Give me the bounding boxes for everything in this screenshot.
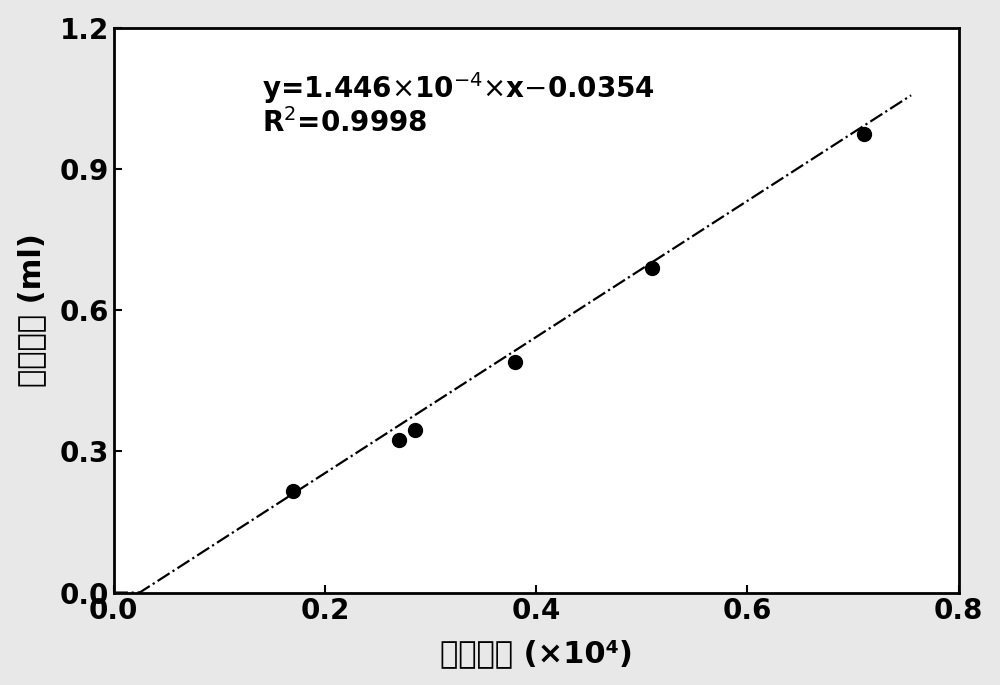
Point <box>391 434 407 445</box>
Point <box>507 356 523 367</box>
X-axis label: 首波幅度 (×10⁴): 首波幅度 (×10⁴) <box>440 639 633 669</box>
Text: R$^{2}$=0.9998: R$^{2}$=0.9998 <box>262 108 427 138</box>
Text: y=1.446$\times$10$^{-4}$$\times$x$-$0.0354: y=1.446$\times$10$^{-4}$$\times$x$-$0.03… <box>262 70 655 106</box>
Point <box>285 486 301 497</box>
Point <box>856 128 872 139</box>
Point <box>644 262 660 273</box>
Point <box>407 425 423 436</box>
Y-axis label: 煤油体积 (ml): 煤油体积 (ml) <box>17 233 46 387</box>
